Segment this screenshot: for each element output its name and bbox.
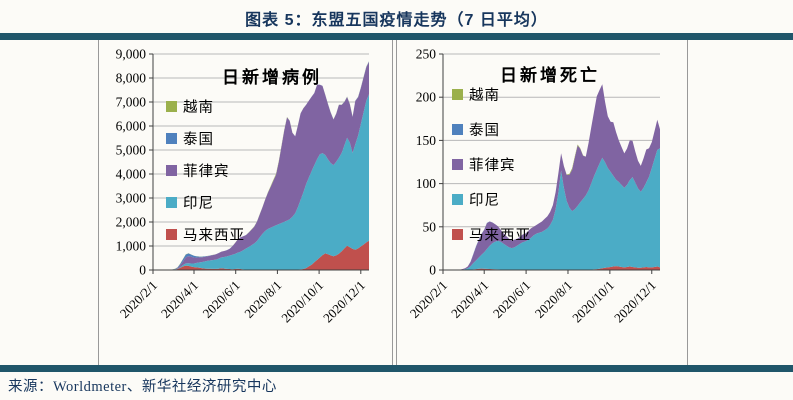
legend-label-philippines: 菲律宾	[469, 157, 516, 174]
x-axis-label: 2020/10/1	[569, 278, 617, 326]
x-axis-label: 2020/2/1	[407, 278, 450, 321]
legend-label-malaysia: 马来西亚	[469, 227, 531, 244]
x-axis-label: 2020/4/1	[158, 278, 201, 321]
chart-title: 日新增病例	[222, 67, 322, 87]
legend-label-vietnam: 越南	[183, 99, 214, 116]
legend-label-malaysia: 马来西亚	[183, 227, 245, 244]
y-axis-label: 2,000	[116, 215, 147, 230]
x-axis-label: 2020/12/1	[320, 278, 368, 326]
x-axis-label: 2020/6/1	[200, 278, 243, 321]
y-axis-label: 250	[416, 47, 437, 62]
y-axis-label: 0	[429, 263, 436, 278]
y-axis-label: 150	[416, 133, 437, 148]
legend-swatch-vietnam	[452, 89, 463, 100]
y-axis-label: 100	[416, 176, 437, 191]
y-axis-label: 7,000	[116, 95, 147, 110]
x-axis-label: 2020/6/1	[490, 278, 533, 321]
daily-new-cases-plot: 0 1,000 2,000 3,000 4,000 5,000 6,000 7,000 8,00…	[116, 47, 369, 326]
x-axis-label: 2020/10/1	[278, 278, 326, 326]
legend-label-indonesia: 印尼	[469, 192, 500, 209]
area-series-philippines	[153, 61, 369, 271]
page-title: 图表 5：东盟五国疫情走势（7 日平均）	[245, 12, 548, 29]
daily-new-cases-chart: 0 1,000 2,000 3,000 4,000 5,000 6,000 7,000 8,00…	[98, 40, 393, 365]
legend-swatch-thailand	[166, 133, 177, 144]
legend-label-thailand: 泰国	[183, 131, 214, 148]
y-axis-label: 9,000	[116, 47, 147, 62]
legend-swatch-malaysia	[452, 229, 463, 240]
top-accent-bar	[0, 33, 793, 40]
legend-swatch-malaysia	[166, 229, 177, 240]
y-axis-label: 3,000	[116, 191, 147, 206]
y-axis-label: 5,000	[116, 143, 147, 158]
area-series-indonesia	[443, 148, 660, 270]
legend-swatch-philippines	[166, 165, 177, 176]
table-divider-left	[98, 40, 99, 365]
y-axis-label: 50	[423, 219, 437, 234]
legend-label-indonesia: 印尼	[183, 195, 214, 212]
x-axis-label: 2020/2/1	[117, 278, 160, 321]
y-axis-label: 0	[139, 263, 146, 278]
legend-swatch-indonesia	[452, 194, 463, 205]
bottom-accent-bar	[0, 365, 793, 372]
area-series-malaysia	[443, 266, 660, 270]
x-axis-label: 2020/4/1	[448, 278, 491, 321]
daily-new-deaths-chart: 0 50 100 150 200 250 2020/2/1 2020/4/1 2020/6/1 2…	[396, 40, 687, 365]
table-divider-middle-2	[396, 40, 397, 365]
area-series-malaysia	[153, 240, 369, 270]
legend-swatch-indonesia	[166, 197, 177, 208]
legend-swatch-thailand	[452, 124, 463, 135]
legend-label-thailand: 泰国	[469, 122, 500, 139]
legend-label-vietnam: 越南	[469, 87, 500, 104]
chart-title: 日新增死亡	[500, 65, 600, 85]
x-axis-label: 2020/12/1	[611, 278, 659, 326]
area-series-indonesia	[153, 94, 369, 270]
area-series-philippines	[443, 84, 660, 270]
legend-swatch-vietnam	[166, 101, 177, 112]
legend-swatch-philippines	[452, 159, 463, 170]
legend-label-philippines: 菲律宾	[183, 163, 230, 180]
y-axis-label: 8,000	[116, 71, 147, 86]
y-axis-label: 1,000	[116, 239, 147, 254]
table-divider-right	[687, 40, 688, 365]
table-divider-middle-1	[392, 40, 393, 365]
y-axis-label: 4,000	[116, 167, 147, 182]
y-axis-label: 6,000	[116, 119, 147, 134]
source-text: 来源：Worldmeter、新华社经济研究中心	[8, 379, 277, 395]
y-axis-label: 200	[416, 90, 437, 105]
